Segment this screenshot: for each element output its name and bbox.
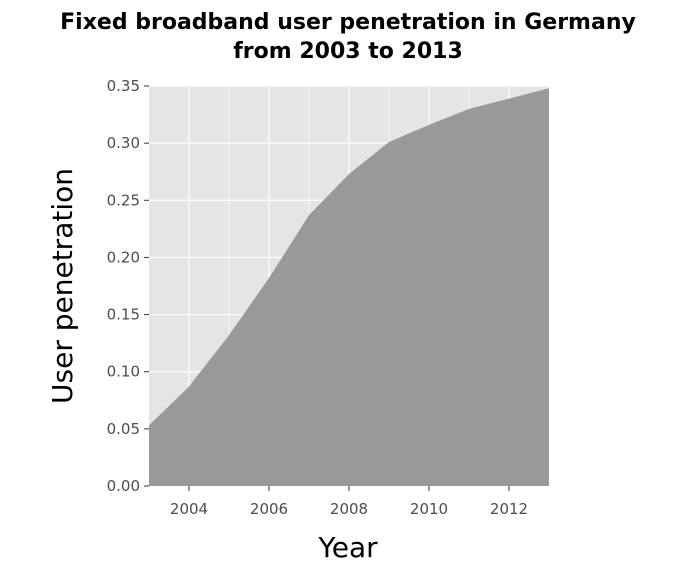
y-tick-label: 0.15 — [107, 306, 140, 324]
x-axis-title: Year — [317, 531, 378, 564]
y-tick-label: 0.25 — [107, 191, 140, 209]
y-axis-ticks: 0.00 0.05 0.10 0.15 0.20 0.25 0.30 0.35 — [107, 77, 149, 495]
x-axis-ticks: 2004 2006 2008 2010 2012 — [170, 486, 528, 518]
x-tick-label: 2012 — [490, 500, 528, 518]
chart-title-line-2: from 2003 to 2013 — [233, 39, 463, 64]
x-tick-label: 2008 — [330, 500, 368, 518]
x-tick-label: 2010 — [410, 500, 448, 518]
chart-title-line-1: Fixed broadband user penetration in Germ… — [60, 10, 636, 35]
area-series — [149, 88, 549, 487]
y-axis-title: User penetration — [46, 168, 79, 404]
y-tick-label: 0.35 — [107, 77, 140, 95]
y-tick-label: 0.30 — [107, 134, 140, 152]
y-tick-label: 0.00 — [107, 477, 140, 495]
y-tick-label: 0.20 — [107, 248, 140, 266]
x-tick-label: 2004 — [170, 500, 208, 518]
y-tick-label: 0.05 — [107, 420, 140, 438]
x-tick-label: 2006 — [250, 500, 288, 518]
y-tick-label: 0.10 — [107, 363, 140, 381]
